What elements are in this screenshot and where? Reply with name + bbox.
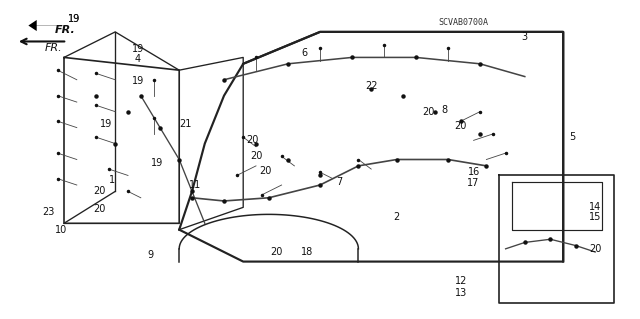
- Text: 20: 20: [93, 204, 106, 214]
- Text: 19: 19: [67, 14, 80, 24]
- Text: 21: 21: [179, 119, 192, 130]
- Text: FR.: FR.: [45, 43, 63, 53]
- Text: 19: 19: [67, 14, 80, 24]
- Text: 4: 4: [134, 54, 141, 64]
- Text: 1: 1: [109, 175, 115, 185]
- Text: 5: 5: [570, 132, 576, 142]
- Text: 14: 14: [589, 202, 602, 212]
- Text: 19: 19: [131, 44, 144, 55]
- Text: 3: 3: [522, 32, 528, 42]
- Text: 20: 20: [250, 151, 262, 161]
- Text: 13: 13: [454, 288, 467, 299]
- Text: 20: 20: [589, 244, 602, 254]
- Text: 19: 19: [99, 119, 112, 130]
- Text: 12: 12: [454, 276, 467, 286]
- Text: 16: 16: [467, 167, 480, 177]
- Text: 2: 2: [394, 212, 400, 222]
- Text: 19: 19: [150, 158, 163, 168]
- Text: 22: 22: [365, 81, 378, 91]
- Text: 23: 23: [42, 207, 54, 217]
- Text: 6: 6: [301, 48, 307, 58]
- Text: 18: 18: [301, 247, 314, 257]
- Text: 20: 20: [246, 135, 259, 145]
- Text: 8: 8: [442, 105, 448, 115]
- Text: 17: 17: [467, 178, 480, 189]
- Text: 15: 15: [589, 212, 602, 222]
- FancyArrowPatch shape: [28, 20, 58, 31]
- Text: FR.: FR.: [54, 25, 75, 35]
- Text: 20: 20: [422, 107, 435, 117]
- Text: 20: 20: [454, 121, 467, 131]
- Text: SCVAB0700A: SCVAB0700A: [438, 18, 488, 27]
- Text: 19: 19: [131, 76, 144, 86]
- Text: 7: 7: [336, 177, 342, 187]
- Text: 9: 9: [147, 250, 154, 260]
- Text: 11: 11: [189, 180, 202, 190]
- Text: 10: 10: [54, 225, 67, 235]
- Text: 20: 20: [259, 166, 272, 176]
- Text: 20: 20: [93, 186, 106, 197]
- Text: 20: 20: [270, 247, 283, 257]
